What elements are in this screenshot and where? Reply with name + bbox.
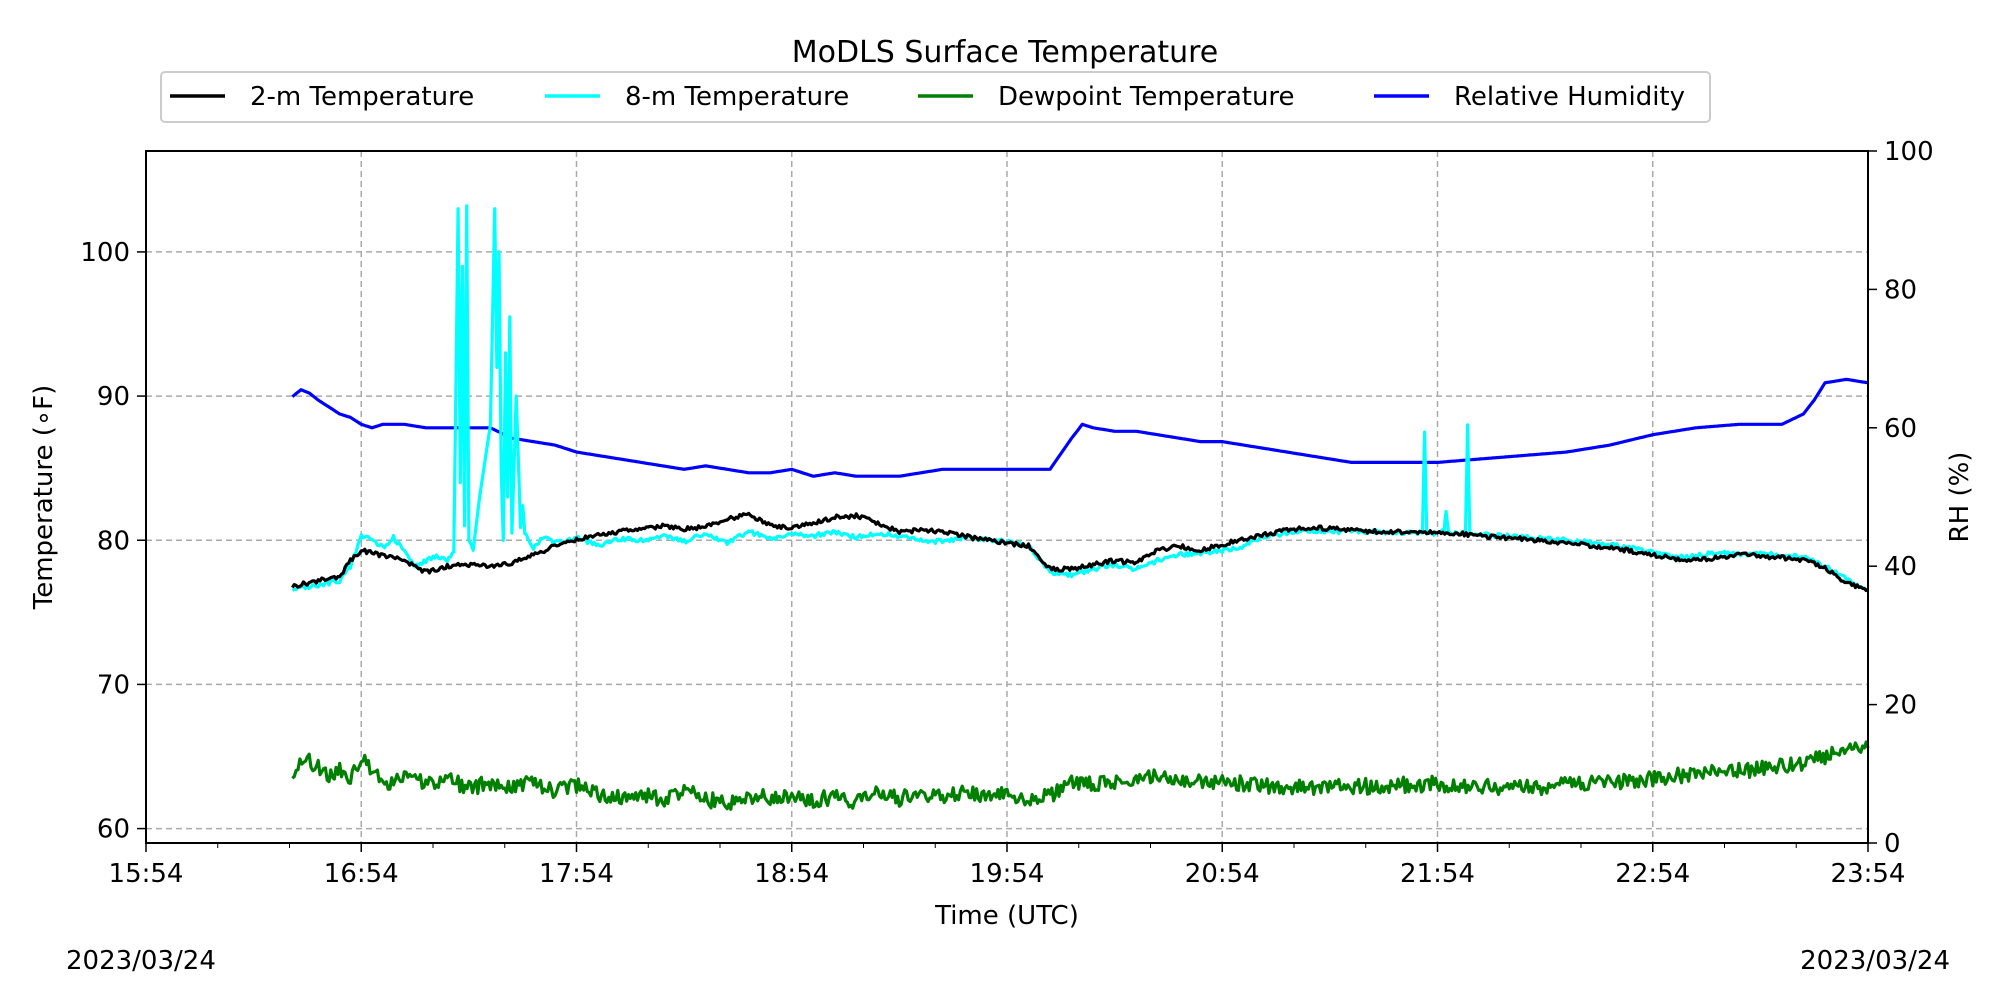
x-tick-label: 20:54 [1185,859,1260,889]
x-tick-label: 22:54 [1615,859,1690,889]
x-axis-label: Time (UTC) [934,901,1079,931]
y-tick-label: 100 [80,238,130,268]
legend-label: Relative Humidity [1454,82,1685,112]
y-tick-label: 60 [97,815,130,845]
legend-label: 2-m Temperature [250,82,474,112]
legend-label: 8-m Temperature [625,82,849,112]
y2-tick-label: 100 [1884,137,1934,167]
legend: 2-m Temperature 8-m Temperature Dewpoint T… [160,71,1711,123]
date-left: 2023/03/24 [66,946,216,976]
series-line-8-m-temperature [291,204,1868,593]
series-line-2-m-temperature [291,511,1869,592]
legend-label: Dewpoint Temperature [998,82,1295,112]
series-line-dewpoint-temperature [291,740,1870,811]
x-tick-label: 15:54 [109,859,184,889]
y2-tick-label: 80 [1884,275,1917,305]
y-axis-left: 60 70 80 90 100 [80,238,146,845]
grid [146,151,1868,843]
x-tick-label: 23:54 [1831,859,1906,889]
x-tick-label: 18:54 [754,859,829,889]
series-layer [291,204,1870,811]
y2-tick-label: 20 [1884,691,1917,721]
y2-axis-label: RH (%) [1945,452,1975,543]
x-tick-label: 17:54 [539,859,614,889]
y-tick-label: 90 [97,382,130,412]
x-axis: 15:54 16:54 17:54 18:54 19:54 20:54 21:54 22:54… [109,843,1906,889]
date-right: 2023/03/24 [1800,946,1950,976]
x-tick-label: 21:54 [1400,859,1475,889]
x-tick-label: 16:54 [324,859,399,889]
chart-title: MoDLS Surface Temperature [792,35,1219,70]
y-tick-label: 80 [97,526,130,556]
series-line-relative-humidity [291,377,1869,478]
y-tick-label: 70 [97,670,130,700]
y2-tick-label: 60 [1884,414,1917,444]
y-axis-label: Temperature (∘F) [29,385,59,610]
x-tick-label: 19:54 [970,859,1045,889]
y2-tick-label: 0 [1884,829,1901,859]
y2-tick-label: 40 [1884,552,1917,582]
y-axis-right: 0 20 40 60 80 100 [1868,137,1934,859]
